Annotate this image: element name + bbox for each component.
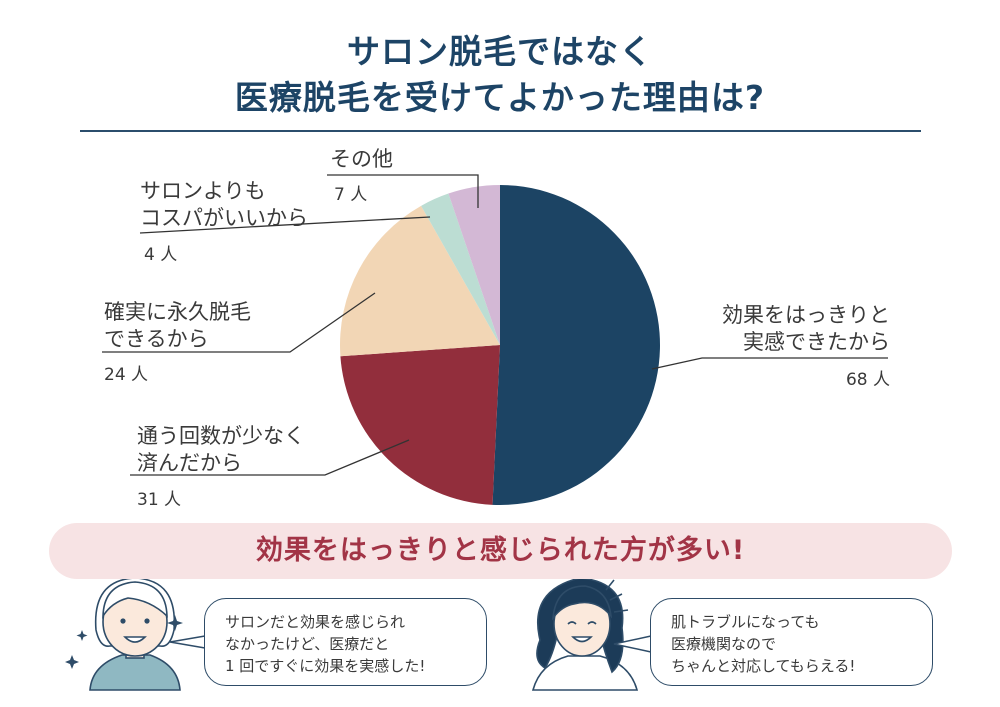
pie-slice-fewer-visits (340, 345, 500, 505)
sparkle-icon (65, 615, 183, 669)
pie-slice-effect (492, 185, 660, 505)
pie-slice-permanent (340, 205, 500, 357)
pie-slice-cost (421, 193, 500, 345)
pie-slice-other (448, 185, 500, 345)
chart-title-line1: サロン脱毛ではなく (347, 32, 653, 71)
comment-bubble-1: サロンだと効果を感じられ なかったけど、医療だと 1 回ですぐに効果を実感した! (204, 598, 487, 686)
speech-bubble-tail (613, 635, 652, 653)
comment-line: ちゃんと対応してもらえる! (671, 657, 856, 675)
leader-line-cost (139, 216, 431, 234)
title-divider (80, 130, 921, 132)
leader-line-permanent (102, 292, 376, 353)
slice-label-effect: 効果をはっきりと 実感できたから (722, 303, 890, 354)
woman-avatar-icon (89, 577, 181, 691)
comment-line: 肌トラブルになっても (671, 613, 820, 631)
slice-count-other: 7 人 (334, 185, 368, 205)
leader-line-fewer-visits (130, 439, 410, 476)
comment-bubble-2: 肌トラブルになっても 医療機関なので ちゃんと対応してもらえる! (650, 598, 933, 686)
slice-label-permanent: 確実に永久脱毛 できるから (104, 300, 251, 351)
leader-line-other (327, 174, 479, 208)
chart-title-line2: 医療脱毛を受けてよかった理由は? (234, 78, 766, 117)
comment-line: 1 回ですぐに効果を実感した! (225, 657, 426, 675)
slice-count-cost: 4 人 (144, 245, 178, 265)
slice-label-other: その他 (330, 147, 393, 171)
slice-count-effect: 68 人 (845, 370, 890, 390)
speech-bubble-tail (169, 635, 206, 649)
slice-label-cost: サロンよりも コスパがいいから (140, 179, 308, 230)
slice-count-permanent: 24 人 (104, 365, 149, 385)
woman-long-hair-avatar-icon (531, 577, 639, 691)
comment-line: サロンだと効果を感じられ (225, 613, 406, 631)
comment-line: なかったけど、医療だと (225, 635, 390, 653)
conclusion-banner: 効果をはっきりと感じられた方が多い! (49, 523, 952, 579)
slice-label-fewer-visits: 通う回数が少なく 済んだから (137, 424, 305, 475)
leader-line-effect (651, 357, 888, 370)
slice-count-fewer-visits: 31 人 (137, 490, 182, 510)
comment-line: 医療機関なので (671, 635, 777, 653)
surprise-lines-icon (605, 579, 629, 613)
